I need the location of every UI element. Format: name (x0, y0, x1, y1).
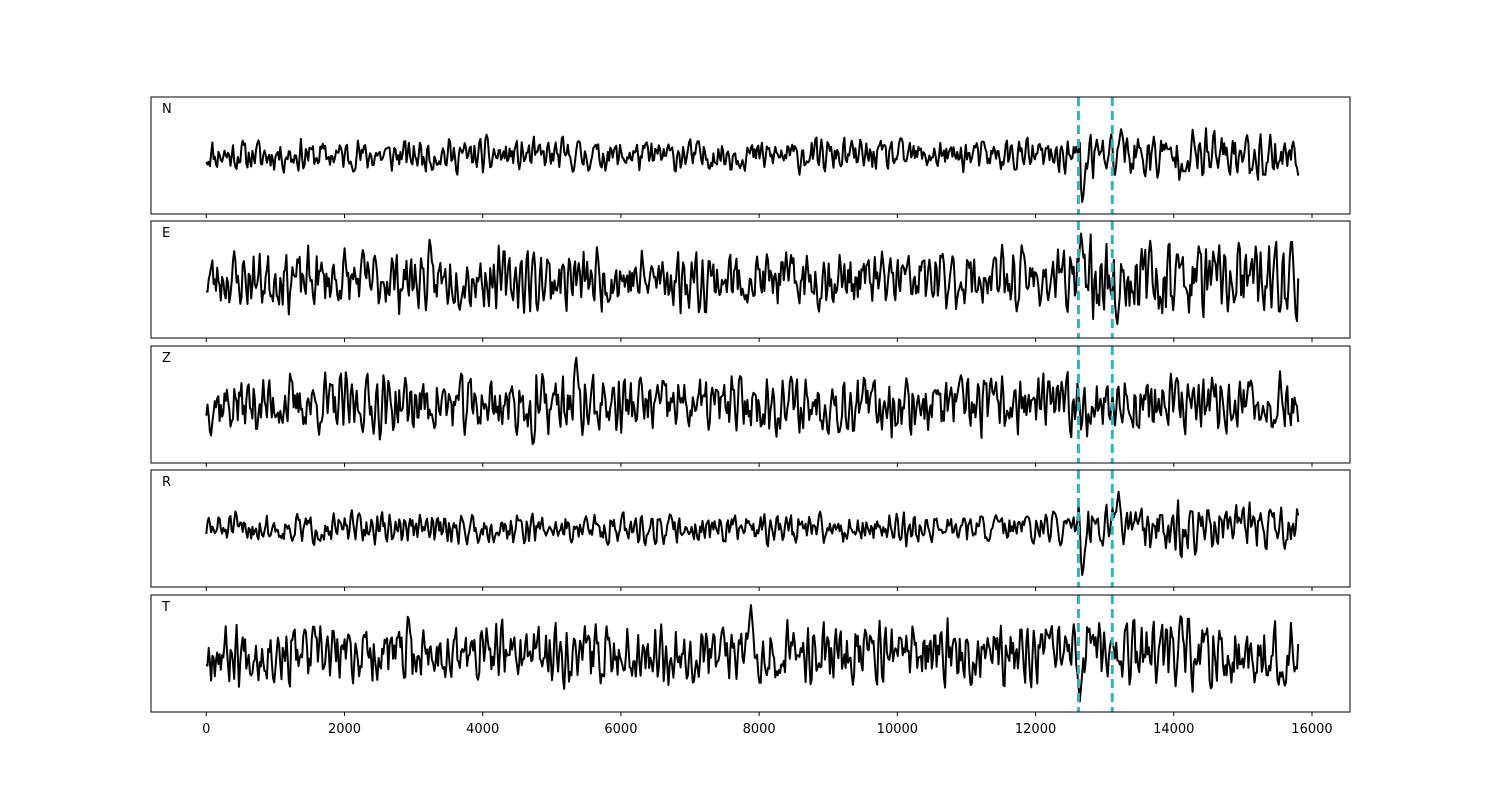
panel-n: N (150, 96, 1351, 218)
x-tick-label: 16000 (1291, 722, 1332, 737)
x-tick-label: 4000 (466, 722, 499, 737)
panel-frame (150, 594, 1351, 713)
x-tick-label: 10000 (877, 722, 918, 737)
x-tick-label: 12000 (1015, 722, 1056, 737)
x-tick-label: 2000 (328, 722, 361, 737)
panel-r: R (150, 469, 1351, 591)
panel-z: Z (150, 345, 1351, 467)
panels: N E Z R T (150, 96, 1351, 716)
panel-label-r: R (162, 475, 171, 490)
panel-frame (150, 469, 1351, 588)
trace-e (205, 232, 1300, 326)
panel-label-z: Z (162, 351, 171, 366)
x-axis: 0 2000 4000 6000 8000 10000 12000 14000 16000 (202, 722, 1333, 737)
panel-t: T (150, 594, 1351, 716)
panel-frame (150, 96, 1351, 215)
trace-r (205, 490, 1300, 576)
x-tick-label: 14000 (1153, 722, 1194, 737)
panel-label-e: E (162, 226, 170, 241)
trace-t (205, 604, 1300, 703)
x-tick-label: 6000 (604, 722, 637, 737)
trace-n (205, 127, 1300, 203)
panel-label-t: T (161, 600, 170, 615)
panel-frame (150, 220, 1351, 339)
x-tick-label: 8000 (743, 722, 776, 737)
trace-z (205, 356, 1300, 446)
panel-label-n: N (162, 102, 172, 117)
x-tick-label: 0 (202, 722, 210, 737)
panel-frame (150, 345, 1351, 464)
panel-e: E (150, 220, 1351, 342)
